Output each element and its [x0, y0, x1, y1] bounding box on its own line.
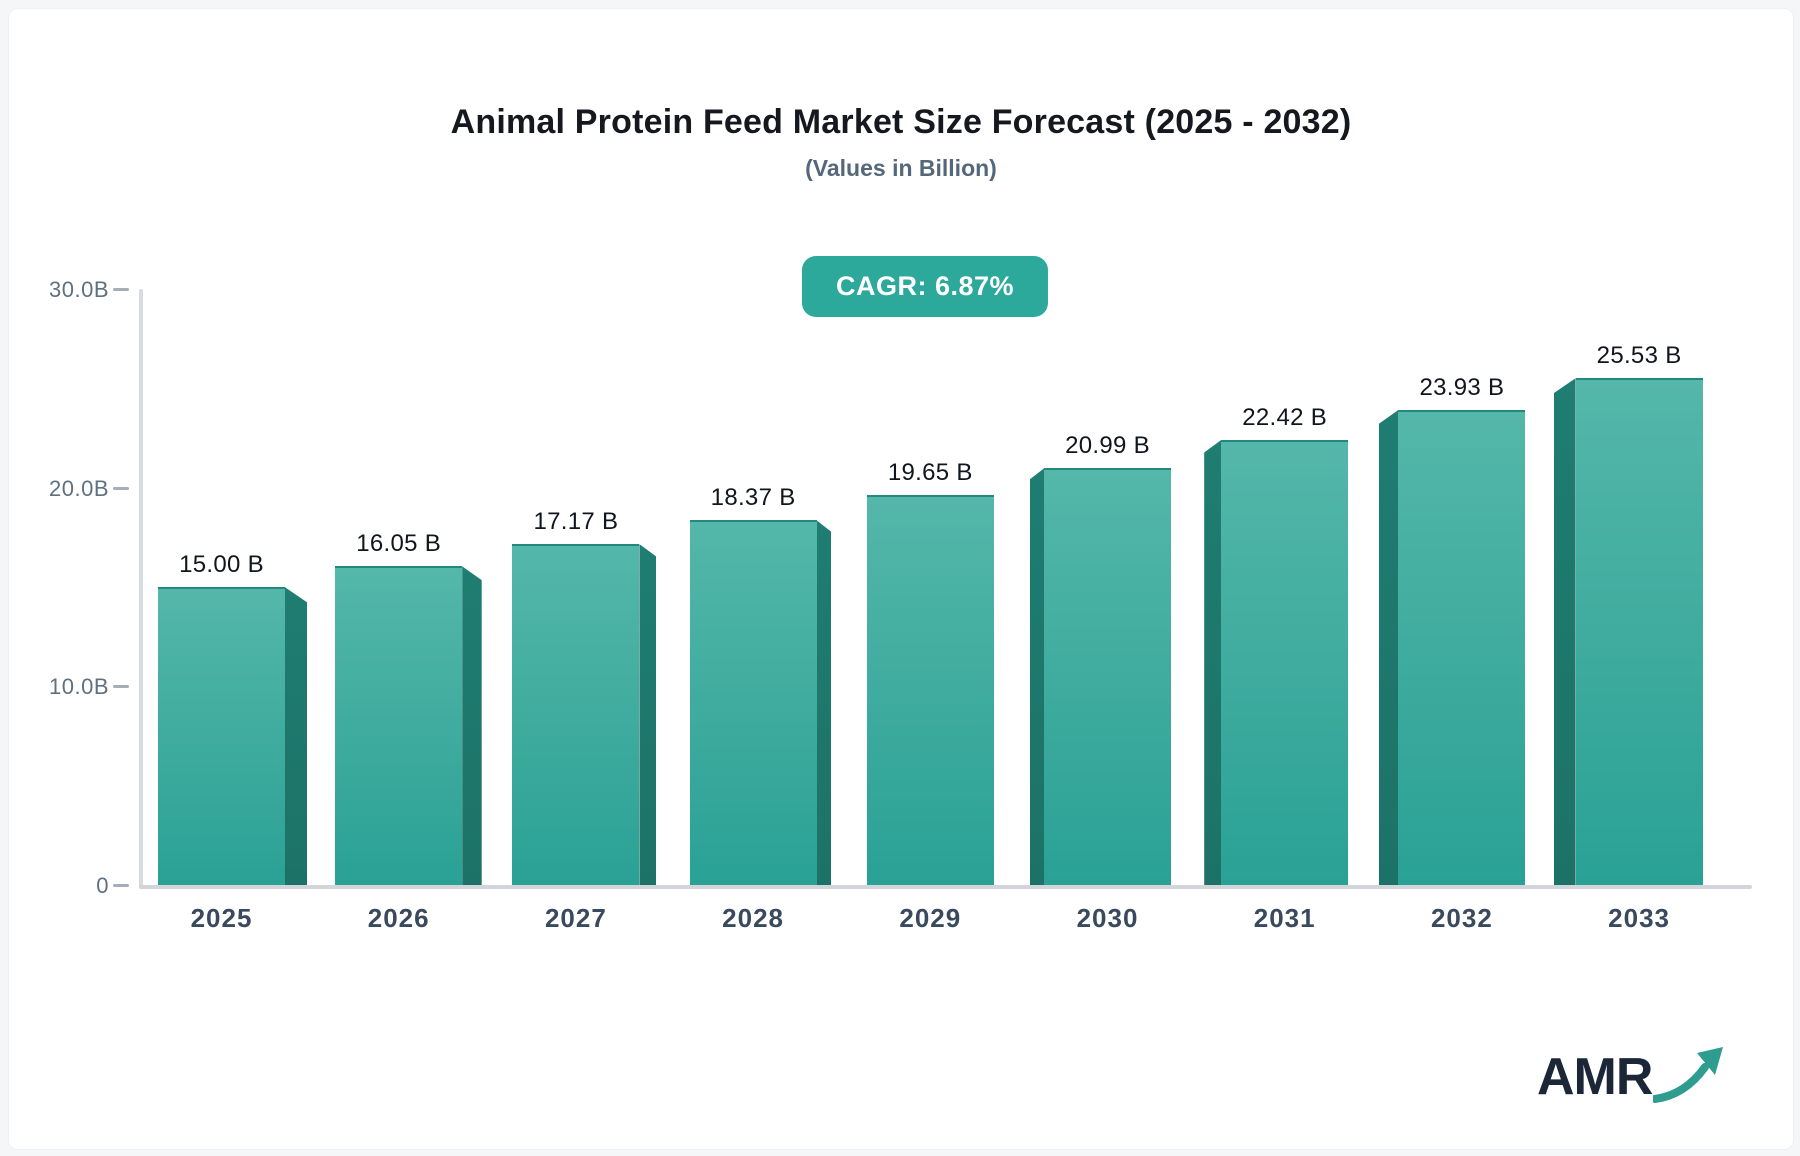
chart-card: Animal Protein Feed Market Size Forecast…	[8, 8, 1794, 1150]
bar-2030[interactable]	[1044, 468, 1171, 885]
x-axis-label-2026: 2026	[367, 903, 430, 933]
bar-2028[interactable]	[689, 520, 817, 885]
bar-2031[interactable]	[1221, 439, 1349, 885]
bar-value-label: 23.93 B	[1419, 373, 1505, 401]
bar-side-face-2033	[1553, 378, 1576, 885]
bar-value-label: 20.99 B	[1065, 432, 1150, 460]
bar-value-label: 17.17 B	[533, 508, 619, 536]
x-axis-label-2028: 2028	[722, 903, 785, 933]
bar-side-face-2027	[639, 544, 657, 885]
bar-side-face-2032	[1378, 409, 1399, 885]
y-tick-mark	[113, 288, 129, 291]
bar-2033[interactable]	[1575, 378, 1703, 885]
x-axis-line	[139, 885, 1752, 889]
bar-value-label: 18.37 B	[710, 484, 796, 512]
y-tick-label: 20.0B	[49, 475, 109, 501]
bar-value-label: 19.65 B	[887, 458, 973, 486]
bar-2026[interactable]	[335, 566, 463, 885]
y-tick-label: 0	[96, 872, 109, 898]
y-tick-label: 30.0B	[49, 277, 109, 302]
chart-subtitle: (Values in Billion)	[805, 155, 997, 181]
x-axis-label-2032: 2032	[1430, 903, 1493, 933]
amr-logo-text: AMR	[1537, 1048, 1653, 1106]
bar-side-face-2025	[285, 587, 307, 885]
bar-2029[interactable]	[866, 494, 994, 885]
bar-side-face-2026	[462, 566, 482, 885]
bar-value-label: 15.00 B	[179, 551, 264, 579]
chart-title: Animal Protein Feed Market Size Forecast…	[450, 103, 1352, 141]
cagr-badge: CAGR: 6.87%	[801, 256, 1049, 317]
bar-2027[interactable]	[512, 544, 640, 885]
bar-2032[interactable]	[1398, 409, 1526, 885]
bar-side-face-2030	[1029, 468, 1044, 885]
x-axis-label-2029: 2029	[899, 903, 962, 933]
logo-arrow-icon	[1653, 1047, 1723, 1103]
bar-value-label: 25.53 B	[1596, 342, 1682, 370]
x-axis-label-2027: 2027	[544, 903, 607, 933]
y-tick-mark	[113, 685, 129, 688]
y-axis-line	[139, 289, 143, 889]
bar-side-face-2031	[1204, 439, 1222, 885]
y-tick-mark	[113, 883, 129, 887]
y-tick-label: 10.0B	[49, 674, 109, 699]
x-axis-label-2031: 2031	[1253, 903, 1316, 933]
y-tick-mark	[113, 486, 129, 490]
x-axis-label-2030: 2030	[1076, 903, 1139, 933]
amr-logo: AMR	[1537, 1041, 1723, 1121]
bar-value-label: 22.42 B	[1242, 403, 1328, 431]
bar-value-label: 16.05 B	[356, 530, 442, 558]
plot-area: 30.0B 20.0B 10.0B 0 15.00 B 2025 16.05 B 2026 17…	[49, 277, 1752, 933]
bar-side-face-2028	[816, 520, 832, 885]
x-axis-label-2025: 2025	[190, 903, 253, 933]
bar-2025[interactable]	[158, 587, 285, 885]
x-axis-label-2033: 2033	[1608, 903, 1671, 933]
